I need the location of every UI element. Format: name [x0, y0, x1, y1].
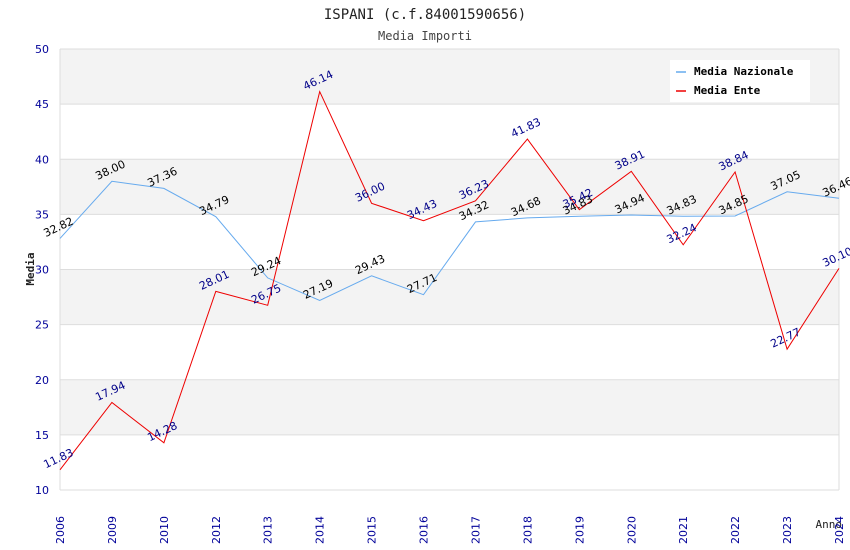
series-line-media-nazionale	[59, 180, 840, 302]
legend-box	[670, 60, 810, 102]
x-tick-label: 2022	[729, 516, 742, 544]
x-tick-label: 2015	[366, 516, 379, 544]
x-axis-label: Anno	[816, 518, 843, 531]
series-line-media-ente	[59, 90, 840, 471]
x-tick-label: 2006	[54, 516, 67, 544]
y-axis-ticks: 10 15 20 25 30 35 40 45 50	[35, 43, 49, 497]
x-tick-label: 2018	[521, 516, 534, 544]
y-tick-label: 25	[35, 319, 49, 332]
y-tick-label: 10	[35, 484, 49, 497]
y-tick-label: 50	[35, 43, 49, 56]
legend-label: Media Nazionale	[694, 65, 794, 78]
x-tick-label: 2019	[573, 516, 586, 544]
x-tick-label: 2017	[469, 516, 482, 544]
x-tick-label: 2013	[262, 516, 275, 544]
y-tick-label: 35	[35, 208, 49, 221]
x-tick-label: 2023	[781, 516, 794, 544]
gridlines	[59, 48, 840, 491]
y-tick-label: 20	[35, 374, 49, 387]
y-axis-label: Media	[24, 252, 37, 285]
band	[60, 159, 839, 215]
chart-title: ISPANI (c.f.84001590656)	[324, 7, 526, 23]
x-tick-label: 2010	[158, 516, 171, 544]
x-tick-label: 2024	[833, 516, 846, 544]
band	[60, 379, 839, 435]
y-tick-label: 30	[35, 264, 49, 277]
x-tick-label: 2021	[677, 516, 690, 544]
chart-subtitle: Media Importi	[378, 29, 472, 43]
x-axis-ticks: 2006 2009 2010 2012 2013 2014 2015 2016 2017 2018…	[54, 516, 846, 544]
legend: Media Nazionale Media Ente	[670, 60, 810, 102]
y-tick-label: 40	[35, 153, 49, 166]
x-tick-label: 2020	[625, 516, 638, 544]
series-layer	[59, 90, 840, 471]
x-tick-label: 2016	[418, 516, 431, 544]
y-tick-label: 45	[35, 98, 49, 111]
legend-label: Media Ente	[694, 84, 761, 97]
x-tick-label: 2014	[314, 516, 327, 544]
x-tick-label: 2012	[210, 516, 223, 544]
y-tick-label: 15	[35, 429, 49, 442]
x-tick-label: 2009	[106, 516, 119, 544]
band	[60, 269, 839, 325]
